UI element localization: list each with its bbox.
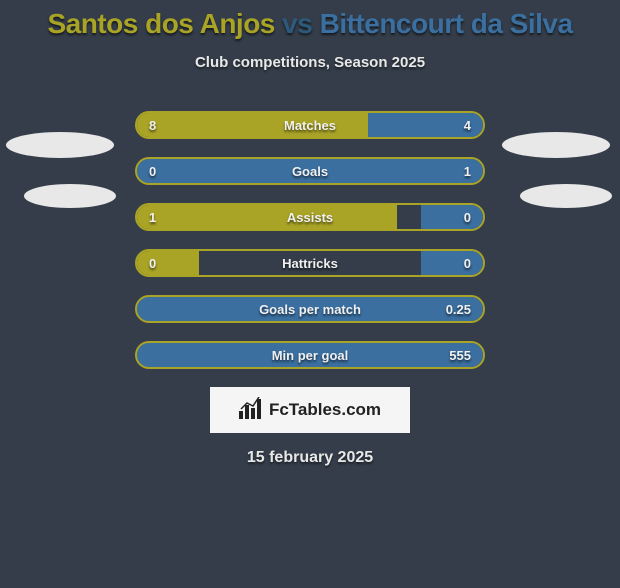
date-text: 15 february 2025: [0, 449, 620, 467]
stat-row: 8Matches4: [135, 111, 485, 139]
stat-value-right: 4: [464, 118, 471, 133]
player2-name: Bittencourt da Silva: [320, 8, 573, 39]
stat-label: Goals per match: [137, 302, 483, 317]
logo-inner: FcTables.com: [239, 397, 381, 424]
stat-label: Min per goal: [137, 348, 483, 363]
photo-placeholder-ellipse: [6, 132, 114, 158]
stat-label: Goals: [137, 164, 483, 179]
stat-row: 0Goals1: [135, 157, 485, 185]
photo-placeholder-ellipse: [24, 184, 116, 208]
stat-row: Min per goal555: [135, 341, 485, 369]
stat-value-right: 0: [464, 210, 471, 225]
stat-row: 0Hattricks0: [135, 249, 485, 277]
logo-box[interactable]: FcTables.com: [210, 387, 410, 433]
logo-icon: [239, 397, 263, 424]
stat-value-right: 555: [449, 348, 471, 363]
comparison-title: Santos dos Anjos vs Bittencourt da Silva: [0, 8, 620, 40]
vs-text: vs: [282, 8, 312, 39]
stat-row: Goals per match0.25: [135, 295, 485, 323]
stat-label: Matches: [137, 118, 483, 133]
stats-container: 8Matches40Goals11Assists00Hattricks0Goal…: [135, 111, 485, 369]
photo-placeholder-ellipse: [520, 184, 612, 208]
player1-name: Santos dos Anjos: [47, 8, 274, 39]
stat-value-right: 0: [464, 256, 471, 271]
stat-value-right: 1: [464, 164, 471, 179]
photo-placeholder-ellipse: [502, 132, 610, 158]
stat-label: Hattricks: [137, 256, 483, 271]
stat-row: 1Assists0: [135, 203, 485, 231]
stat-label: Assists: [137, 210, 483, 225]
logo-text: FcTables.com: [269, 400, 381, 420]
stat-value-right: 0.25: [446, 302, 471, 317]
subtitle: Club competitions, Season 2025: [0, 54, 620, 71]
